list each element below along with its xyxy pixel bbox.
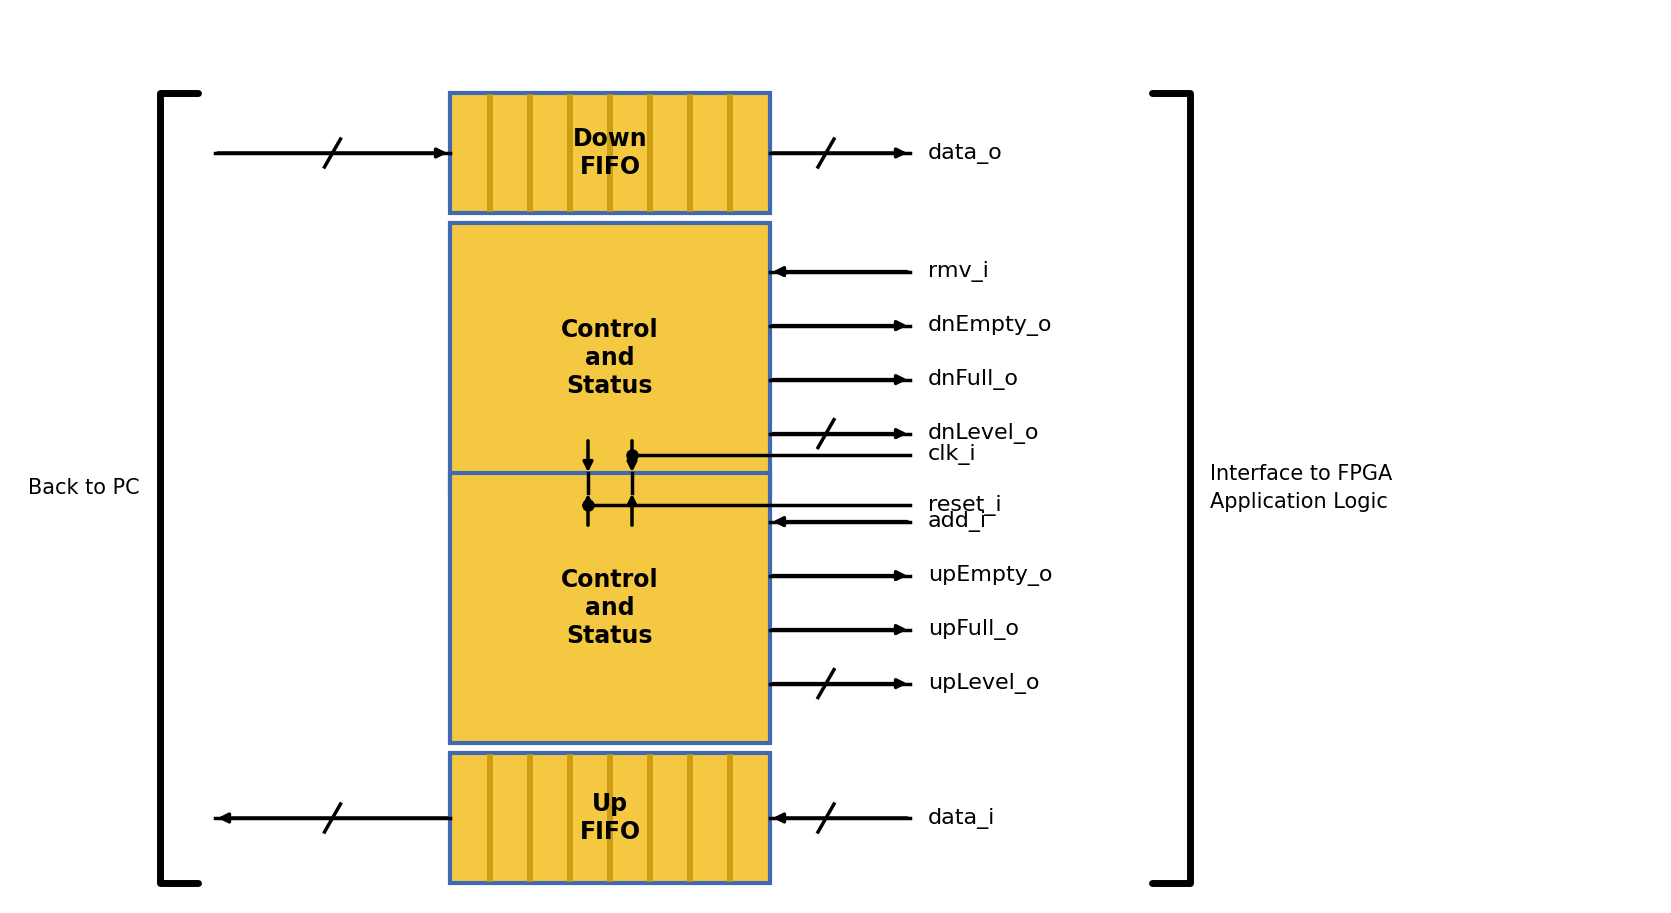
FancyBboxPatch shape — [449, 753, 770, 883]
Text: reset_i: reset_i — [927, 495, 1001, 516]
Text: Back to PC: Back to PC — [28, 478, 140, 498]
Text: data_i: data_i — [927, 807, 996, 828]
Bar — [566, 754, 573, 882]
Text: Interface to FPGA
Application Logic: Interface to FPGA Application Logic — [1210, 464, 1392, 512]
FancyBboxPatch shape — [449, 473, 770, 743]
Bar — [687, 754, 693, 882]
Bar — [566, 94, 573, 212]
Text: upFull_o: upFull_o — [927, 619, 1019, 640]
Text: Up
FIFO: Up FIFO — [580, 792, 640, 844]
Text: dnFull_o: dnFull_o — [927, 369, 1019, 390]
Text: clk_i: clk_i — [927, 445, 976, 466]
Text: dnEmpty_o: dnEmpty_o — [927, 315, 1053, 336]
Bar — [488, 94, 493, 212]
FancyBboxPatch shape — [449, 93, 770, 213]
Text: add_i: add_i — [927, 511, 988, 532]
Bar — [647, 754, 653, 882]
Text: rmv_i: rmv_i — [927, 261, 989, 282]
Bar — [727, 94, 734, 212]
Bar — [647, 94, 653, 212]
Bar — [528, 94, 533, 212]
Text: Control
and
Status: Control and Status — [561, 568, 658, 648]
Text: upEmpty_o: upEmpty_o — [927, 565, 1053, 586]
Bar — [607, 754, 613, 882]
Text: dnLevel_o: dnLevel_o — [927, 423, 1039, 444]
Bar — [687, 94, 693, 212]
Bar — [528, 754, 533, 882]
Bar — [727, 754, 734, 882]
Bar — [607, 94, 613, 212]
FancyBboxPatch shape — [449, 223, 770, 493]
Text: upLevel_o: upLevel_o — [927, 673, 1039, 694]
Text: Down
FIFO: Down FIFO — [573, 127, 647, 179]
Text: data_o: data_o — [927, 142, 1003, 163]
Bar — [488, 754, 493, 882]
Text: Control
and
Status: Control and Status — [561, 319, 658, 398]
